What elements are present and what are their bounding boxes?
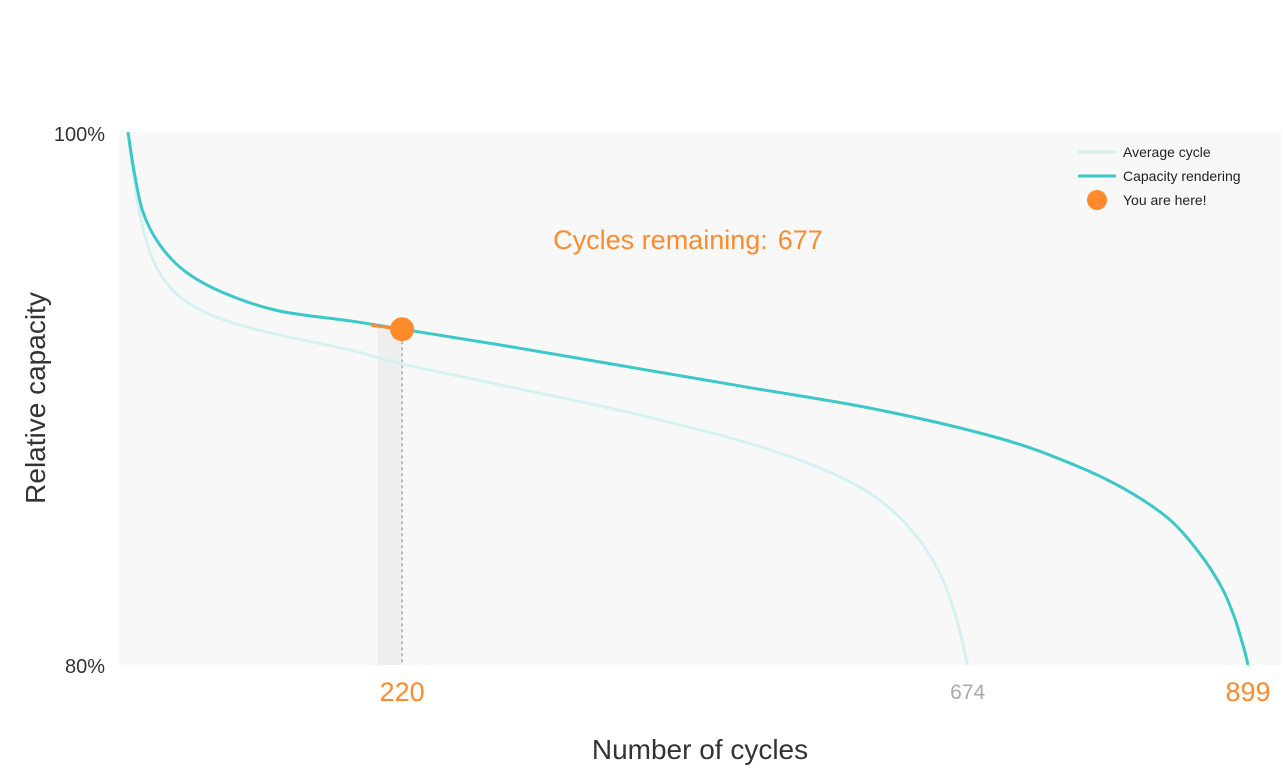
legend-item-average[interactable]: Average cycle — [1078, 144, 1211, 160]
y-tick-80: 80% — [65, 656, 105, 678]
cycles-remaining-label: Cycles remaining: — [553, 225, 768, 255]
you-are-here-marker[interactable] — [390, 317, 415, 342]
y-axis-title: Relative capacity — [20, 292, 51, 504]
legend-label-average: Average cycle — [1123, 144, 1211, 160]
cycles-remaining-value: 677 — [778, 225, 823, 255]
legend-item-capacity[interactable]: Capacity rendering — [1078, 168, 1241, 184]
series-line-capacity-rendering[interactable] — [126, 131, 1250, 666]
series-line-average-cycle[interactable] — [126, 131, 970, 666]
legend-label-capacity: Capacity rendering — [1123, 168, 1241, 184]
x-marker-label-220: 220 — [380, 677, 425, 707]
plot-area — [119, 132, 1281, 665]
x-marker-layer: 220 674 899 — [380, 677, 1271, 707]
elapsed-band — [378, 325, 403, 665]
x-marker-label-674: 674 — [950, 681, 985, 704]
y-tick-100: 100% — [54, 124, 105, 146]
legend-item-you-are-here[interactable]: You are here! — [1087, 190, 1207, 210]
legend-swatch-you-are-here — [1087, 190, 1107, 210]
x-marker-label-899: 899 — [1225, 677, 1270, 707]
legend: Average cycle Capacity rendering You are… — [1078, 144, 1241, 210]
legend-label-you-are-here: You are here! — [1123, 192, 1207, 208]
x-axis-title: Number of cycles — [592, 734, 808, 765]
cycles-remaining-annotation: Cycles remaining: 677 — [553, 225, 823, 255]
